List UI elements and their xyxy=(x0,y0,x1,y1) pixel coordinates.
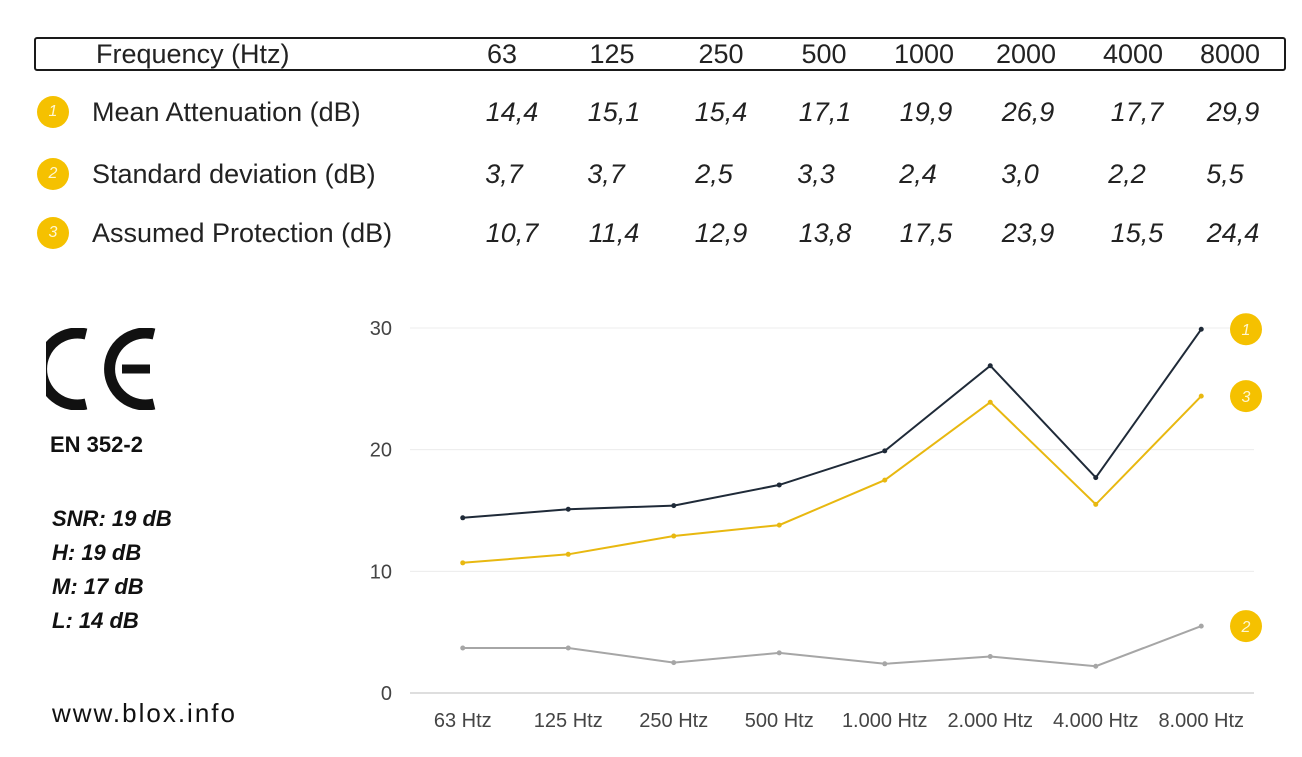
row-label-assumed-protection: Assumed Protection (dB) xyxy=(92,218,393,248)
table-cell: 3,3 xyxy=(797,159,835,189)
data-point xyxy=(987,399,993,405)
frequency-4000: 4000 xyxy=(1102,39,1164,69)
data-point xyxy=(1093,501,1099,507)
row-badge-1: 1 xyxy=(37,96,69,128)
rating-m: M: 17 dB xyxy=(52,574,144,599)
y-tick-label: 10 xyxy=(370,561,392,583)
frequency-1000: 1000 xyxy=(893,39,955,69)
row-label-mean-attenuation: Mean Attenuation (dB) xyxy=(92,97,361,127)
y-tick-label: 30 xyxy=(370,318,392,340)
frequency-header-row: Frequency (Htz) 63 125 250 500 1000 2000… xyxy=(34,37,1286,71)
table-cell: 2,2 xyxy=(1108,159,1146,189)
table-cell: 3,7 xyxy=(587,159,625,189)
rating-snr: SNR: 19 dB xyxy=(52,506,172,531)
data-point xyxy=(882,448,888,454)
data-point xyxy=(987,363,993,369)
data-point xyxy=(776,650,782,656)
frequency-250: 250 xyxy=(698,39,744,69)
data-point xyxy=(987,654,993,659)
table-cell: 11,4 xyxy=(588,218,640,248)
row-badge-2: 2 xyxy=(37,158,69,190)
data-point xyxy=(565,506,571,512)
frequency-header-label: Frequency (Htz) xyxy=(96,39,290,69)
x-tick-label: 500 Htz xyxy=(745,710,814,732)
table-row-mean-attenuation: 1 Mean Attenuation (dB) 14,4 15,1 15,4 1… xyxy=(0,92,1302,132)
data-point xyxy=(671,533,677,539)
series-line-1 xyxy=(462,328,1203,519)
y-tick-label: 20 xyxy=(370,440,392,462)
table-row-standard-deviation: 2 Standard deviation (dB) 3,7 3,7 2,5 3,… xyxy=(0,154,1302,194)
table-cell: 29,9 xyxy=(1206,97,1260,127)
frequency-125: 125 xyxy=(589,39,635,69)
data-point xyxy=(882,661,888,667)
row-badge-3: 3 xyxy=(37,217,69,249)
data-point xyxy=(1093,475,1099,481)
data-point xyxy=(1198,326,1204,332)
data-point xyxy=(460,560,466,566)
series-end-badge-label: 1 xyxy=(1242,322,1251,339)
table-cell: 17,5 xyxy=(899,218,953,248)
data-point xyxy=(671,503,677,509)
series-line-2 xyxy=(462,625,1202,668)
rating-l: L: 14 dB xyxy=(52,608,139,633)
table-cell: 15,4 xyxy=(694,97,748,127)
x-tick-label: 1.000 Htz xyxy=(842,710,928,732)
data-point xyxy=(882,477,888,483)
standard-label: EN 352-2 xyxy=(50,432,143,457)
table-cell: 17,1 xyxy=(798,97,852,127)
y-tick-label: 0 xyxy=(381,683,392,705)
data-point xyxy=(1198,393,1204,399)
x-tick-label: 8.000 Htz xyxy=(1158,710,1244,732)
table-cell: 23,9 xyxy=(1001,218,1055,248)
x-tick-label: 4.000 Htz xyxy=(1053,710,1139,732)
series-end-badge-label: 3 xyxy=(1242,389,1251,406)
data-point xyxy=(671,660,677,666)
table-cell: 15,1 xyxy=(587,97,641,127)
x-tick-label: 63 Htz xyxy=(434,710,492,732)
table-cell: 10,7 xyxy=(485,218,539,248)
series-end-badge-3 xyxy=(1230,380,1262,413)
data-point xyxy=(565,551,571,557)
table-cell: 26,9 xyxy=(1001,97,1055,127)
x-tick-label: 250 Htz xyxy=(639,710,708,732)
table-cell: 5,5 xyxy=(1206,159,1244,189)
frequency-500: 500 xyxy=(801,39,847,69)
table-cell: 24,4 xyxy=(1206,218,1260,248)
row-label-standard-deviation: Standard deviation (dB) xyxy=(92,159,376,189)
website-link[interactable]: www.blox.info xyxy=(52,698,237,728)
table-cell: 2,5 xyxy=(695,159,733,189)
x-tick-label: 125 Htz xyxy=(534,710,603,732)
series-line-3 xyxy=(462,395,1203,564)
table-cell: 17,7 xyxy=(1110,97,1164,127)
table-cell: 15,5 xyxy=(1110,218,1164,248)
series-end-badge-1 xyxy=(1230,313,1262,346)
data-point xyxy=(776,522,782,528)
table-cell: 14,4 xyxy=(485,97,539,127)
series-end-badge-2 xyxy=(1230,610,1262,643)
table-cell: 2,4 xyxy=(899,159,937,189)
table-cell: 3,7 xyxy=(485,159,523,189)
x-tick-label: 2.000 Htz xyxy=(947,710,1033,732)
data-point xyxy=(460,645,466,651)
data-point xyxy=(460,515,466,521)
frequency-8000: 8000 xyxy=(1199,39,1261,69)
ce-mark-logo xyxy=(46,328,156,410)
data-point xyxy=(776,482,782,488)
table-cell: 12,9 xyxy=(694,218,748,248)
table-cell: 19,9 xyxy=(899,97,953,127)
table-row-assumed-protection: 3 Assumed Protection (dB) 10,7 11,4 12,9… xyxy=(0,213,1302,253)
data-point xyxy=(1093,663,1099,669)
data-point xyxy=(1198,623,1204,629)
data-point xyxy=(565,645,571,651)
table-cell: 13,8 xyxy=(798,218,852,248)
frequency-63: 63 xyxy=(486,39,518,69)
rating-h: H: 19 dB xyxy=(52,540,142,565)
table-cell: 3,0 xyxy=(1001,159,1039,189)
series-end-badge-label: 2 xyxy=(1241,619,1251,636)
frequency-2000: 2000 xyxy=(995,39,1057,69)
